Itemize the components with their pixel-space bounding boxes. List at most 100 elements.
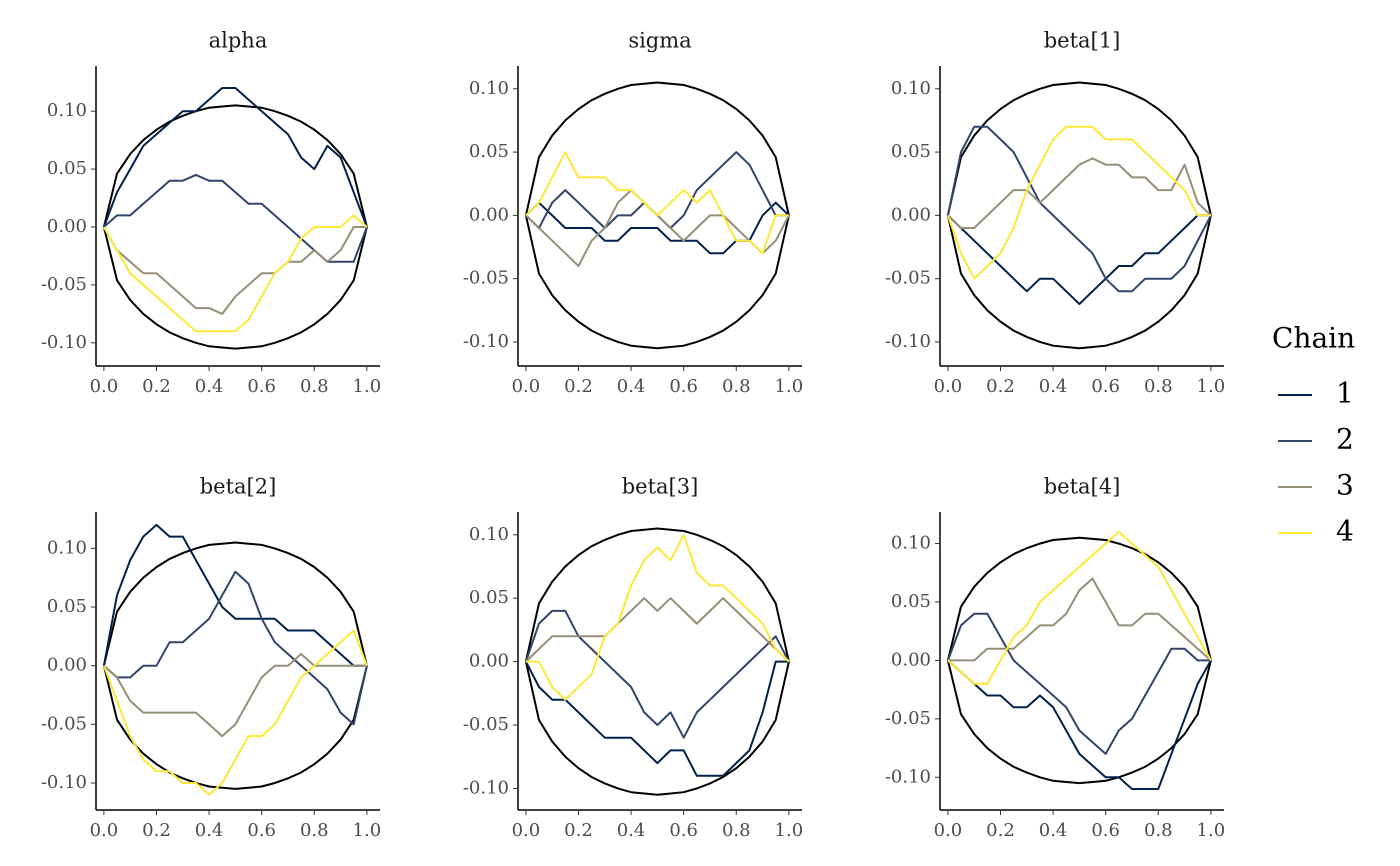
y-tick-label: 0.00 bbox=[891, 649, 931, 670]
x-tick-label: 0.2 bbox=[986, 376, 1015, 397]
legend-label: 4 bbox=[1336, 515, 1354, 548]
envelope bbox=[946, 215, 1212, 350]
legend-label: 1 bbox=[1336, 377, 1354, 410]
y-tick-label: 0.05 bbox=[47, 158, 87, 179]
y-tick-label: -0.05 bbox=[41, 713, 87, 734]
x-tick-label: 1.0 bbox=[775, 376, 804, 397]
envelope bbox=[524, 661, 790, 796]
envelope bbox=[102, 665, 368, 790]
x-tick-label: 1.0 bbox=[775, 820, 804, 841]
chain-line bbox=[525, 201, 790, 255]
y-tick-label: -0.05 bbox=[463, 268, 509, 289]
y-tick-label: -0.10 bbox=[463, 777, 509, 798]
y-tick-label: 0.10 bbox=[47, 100, 87, 121]
legend-label: 2 bbox=[1336, 423, 1354, 456]
legend-label: 3 bbox=[1336, 469, 1354, 502]
x-tick-label: 0.4 bbox=[617, 820, 646, 841]
chain-line bbox=[524, 609, 790, 739]
chain-line bbox=[525, 660, 789, 777]
panel-title: alpha bbox=[209, 29, 268, 53]
x-tick-label: 0.8 bbox=[1144, 376, 1173, 397]
envelope bbox=[524, 527, 790, 662]
x-tick-label: 0.0 bbox=[90, 820, 119, 841]
x-tick-label: 1.0 bbox=[1197, 820, 1226, 841]
x-tick-label: 0.8 bbox=[1144, 820, 1173, 841]
chain-line bbox=[525, 597, 790, 663]
envelope bbox=[946, 81, 1212, 216]
y-tick-label: 0.00 bbox=[469, 651, 509, 672]
y-tick-label: -0.10 bbox=[41, 772, 87, 793]
y-tick-label: -0.05 bbox=[41, 274, 87, 295]
chain-line bbox=[947, 157, 1212, 229]
envelope bbox=[524, 215, 790, 350]
chain-line bbox=[102, 87, 368, 228]
y-tick-label: 0.10 bbox=[891, 78, 931, 99]
envelope bbox=[102, 541, 368, 666]
x-tick-label: 0.0 bbox=[934, 376, 963, 397]
y-tick-label: 0.00 bbox=[47, 216, 87, 237]
panel-title: beta[3] bbox=[622, 475, 699, 499]
y-tick-label: 0.05 bbox=[891, 141, 931, 162]
y-tick-label: -0.10 bbox=[885, 766, 931, 787]
x-tick-label: 0.2 bbox=[986, 820, 1015, 841]
chain-line bbox=[103, 173, 368, 263]
chain-line bbox=[525, 151, 789, 255]
chain-line bbox=[946, 612, 1211, 755]
chain-line bbox=[947, 530, 1212, 685]
chain-line bbox=[103, 653, 367, 738]
x-tick-label: 0.6 bbox=[1091, 376, 1120, 397]
panel-title: beta[2] bbox=[200, 475, 277, 499]
y-tick-label: 0.00 bbox=[47, 655, 87, 676]
envelope bbox=[102, 226, 368, 350]
y-tick-label: 0.10 bbox=[469, 524, 509, 545]
envelope bbox=[102, 104, 368, 228]
x-tick-label: 0.6 bbox=[669, 820, 698, 841]
chain-line bbox=[102, 523, 367, 667]
x-tick-label: 0.0 bbox=[512, 820, 541, 841]
legend-title: Chain bbox=[1272, 322, 1355, 355]
x-tick-label: 0.4 bbox=[195, 820, 224, 841]
x-tick-label: 0.0 bbox=[934, 820, 963, 841]
x-tick-label: 0.4 bbox=[617, 376, 646, 397]
x-tick-label: 0.2 bbox=[142, 376, 171, 397]
y-tick-label: -0.05 bbox=[885, 708, 931, 729]
x-tick-label: 0.8 bbox=[722, 820, 751, 841]
y-tick-label: 0.05 bbox=[47, 596, 87, 617]
x-tick-label: 0.6 bbox=[669, 376, 698, 397]
x-tick-label: 0.6 bbox=[1091, 820, 1120, 841]
y-tick-label: 0.05 bbox=[469, 587, 509, 608]
envelope bbox=[946, 536, 1212, 661]
y-tick-label: -0.05 bbox=[463, 714, 509, 735]
y-tick-label: 0.00 bbox=[891, 204, 931, 225]
x-tick-label: 0.4 bbox=[195, 376, 224, 397]
x-tick-label: 0.2 bbox=[564, 820, 593, 841]
chain-line bbox=[525, 533, 790, 701]
y-tick-label: 0.05 bbox=[469, 141, 509, 162]
x-tick-label: 0.6 bbox=[247, 376, 276, 397]
x-tick-label: 0.8 bbox=[300, 376, 329, 397]
x-tick-label: 0.0 bbox=[90, 376, 119, 397]
chain-line bbox=[103, 214, 368, 333]
x-tick-label: 0.6 bbox=[247, 820, 276, 841]
panel-title: sigma bbox=[628, 29, 691, 53]
x-tick-label: 0.8 bbox=[300, 820, 329, 841]
panel-title: beta[1] bbox=[1044, 29, 1121, 53]
chain-line bbox=[947, 577, 1212, 662]
x-tick-label: 0.8 bbox=[722, 376, 751, 397]
chain-line bbox=[946, 125, 1212, 293]
x-tick-label: 0.2 bbox=[142, 820, 171, 841]
chain-line bbox=[947, 659, 1212, 790]
y-tick-label: 0.10 bbox=[469, 78, 509, 99]
panel-title: beta[4] bbox=[1044, 475, 1121, 499]
chain-line bbox=[946, 125, 1211, 280]
y-tick-label: -0.10 bbox=[885, 331, 931, 352]
y-tick-label: -0.10 bbox=[463, 331, 509, 352]
y-tick-label: 0.05 bbox=[891, 591, 931, 612]
chain-line bbox=[947, 214, 1211, 305]
x-tick-label: 1.0 bbox=[1197, 376, 1226, 397]
y-tick-label: 0.00 bbox=[469, 204, 509, 225]
y-tick-label: -0.05 bbox=[885, 268, 931, 289]
x-tick-label: 0.4 bbox=[1039, 820, 1068, 841]
x-tick-label: 0.2 bbox=[564, 376, 593, 397]
